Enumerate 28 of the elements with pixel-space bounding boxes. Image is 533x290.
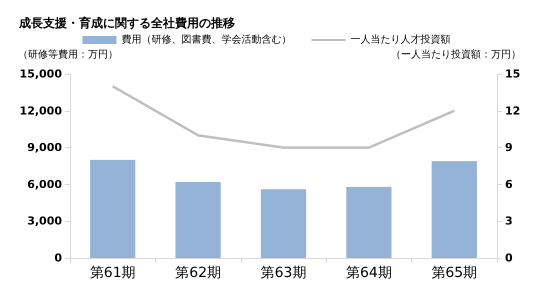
y-tick-label: 12,000: [20, 104, 62, 118]
y2-tick-label: 6: [505, 178, 513, 191]
bar: [260, 189, 306, 258]
y-tick-label: 6,000: [27, 178, 62, 191]
y-tick-label: 0: [54, 252, 62, 264]
x-tick-label: 第61期: [90, 265, 136, 281]
x-tick-label: 第62期: [175, 265, 222, 281]
bar: [432, 161, 477, 258]
y2-tick-label: 3: [505, 214, 513, 228]
line-series: [111, 85, 456, 149]
y-axis-title: （研修等費用：万円）: [18, 48, 118, 60]
legend-label: 費用（研修、図書費、学会活動含む）: [122, 34, 292, 46]
y2-tick-label: 0: [505, 252, 513, 264]
y-tick-label: 3,000: [27, 214, 62, 228]
y-tick-label: 15,000: [20, 68, 62, 80]
y2-axis-title: （ー人当たり投資額：万円）: [391, 48, 521, 60]
bar: [90, 160, 136, 258]
y2-tick-label: 12: [505, 104, 520, 118]
chart-title: 成長支援・育成に関する全社費用の推移: [18, 16, 235, 30]
y2-tick-label: 9: [505, 141, 513, 154]
x-tick-label: 第65期: [431, 265, 478, 281]
x-tick-label: 第64期: [346, 265, 392, 281]
legend-label: 一人当たり人才投資額: [350, 34, 450, 46]
bar: [175, 182, 221, 258]
y2-tick-label: 15: [505, 68, 520, 80]
bar: [346, 186, 392, 258]
x-tick-label: 第63期: [260, 265, 306, 281]
y-tick-label: 9,000: [27, 141, 62, 154]
